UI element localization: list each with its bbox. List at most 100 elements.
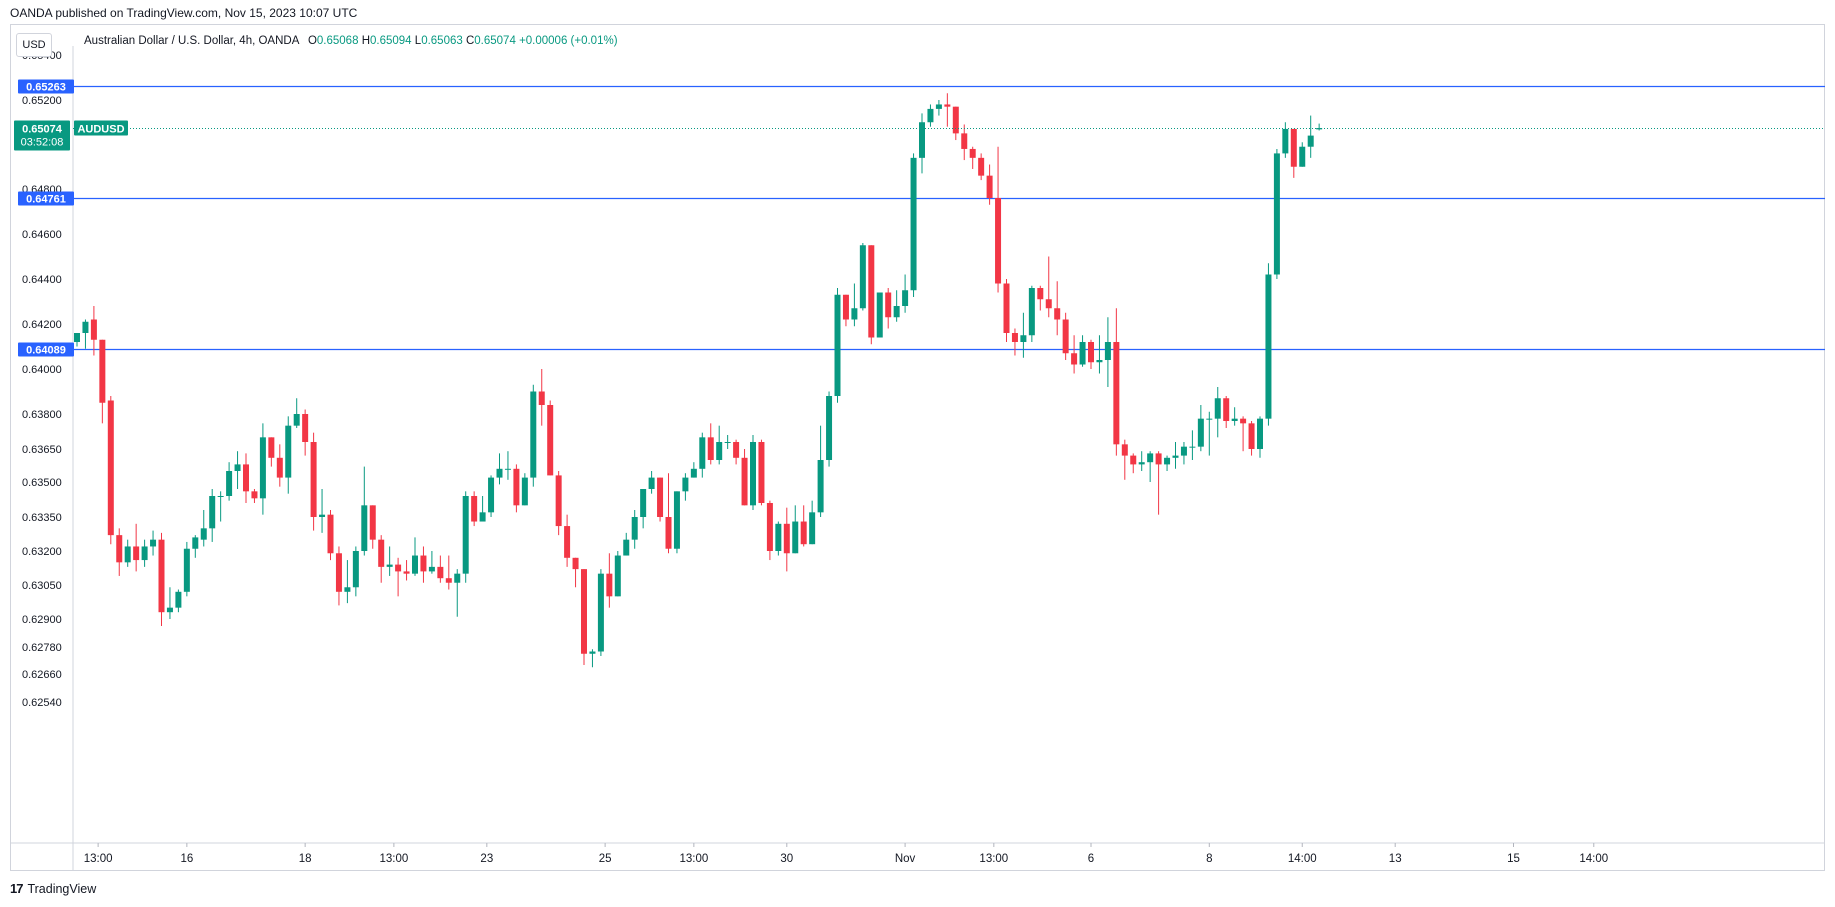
time-tick-label: 23	[480, 853, 493, 865]
open-label: O	[307, 35, 317, 47]
candle-body	[310, 442, 317, 517]
time-tick-label: 8	[1206, 853, 1212, 865]
candle	[1011, 328, 1018, 356]
candle-body	[496, 468, 503, 478]
candle	[386, 546, 393, 576]
candle	[1240, 416, 1247, 452]
candle	[868, 245, 875, 345]
candle	[496, 453, 503, 485]
candle-body	[927, 108, 934, 123]
candle-body	[876, 292, 883, 338]
time-tick-label: 18	[299, 853, 312, 865]
candle	[175, 589, 182, 613]
candle-body	[902, 290, 909, 306]
candle	[750, 435, 756, 510]
time-tick-label: 25	[599, 853, 612, 865]
candle	[851, 283, 858, 327]
candle-body	[234, 464, 241, 471]
candle-body	[826, 396, 833, 460]
candle-body	[1299, 146, 1306, 167]
candle	[775, 521, 782, 556]
candle	[133, 523, 140, 572]
candle-body	[741, 457, 748, 506]
time-tick-label: 15	[1507, 853, 1520, 865]
candle-body	[107, 400, 114, 536]
horizontal-line-price-badge	[18, 191, 74, 206]
horizontal-line-price-label: 0.64761	[26, 194, 66, 206]
candle-body	[454, 573, 461, 583]
candle	[623, 532, 630, 556]
candle	[150, 530, 157, 556]
candle	[766, 500, 773, 561]
candle-body	[1037, 288, 1044, 300]
close-value: 0.65074	[474, 35, 516, 47]
price-tick-label: 0.63050	[22, 580, 62, 592]
candle-body	[1155, 453, 1162, 465]
candle-body	[1088, 342, 1094, 363]
currency-button[interactable]: USD	[16, 33, 52, 57]
candle-body	[82, 321, 89, 333]
candle	[471, 491, 478, 527]
candle	[1189, 430, 1196, 460]
candle	[378, 535, 385, 583]
candle	[969, 146, 976, 169]
candle-body	[1121, 444, 1128, 456]
time-axis[interactable]: 13:00 16 18 13:00 23 25 13:00 30 Nov 13:00 6 8 14:00…	[84, 843, 1608, 865]
candle	[1197, 405, 1204, 452]
price-tick-label: 0.65200	[22, 95, 62, 107]
candle	[978, 153, 985, 181]
candle	[310, 432, 317, 531]
high-value: 0.65094	[370, 35, 412, 47]
candle-body	[217, 496, 224, 497]
candle	[792, 505, 799, 554]
candle-body	[1147, 453, 1154, 463]
candle-body	[352, 551, 359, 588]
candle	[1037, 285, 1044, 311]
candle-body	[589, 651, 596, 654]
candle	[412, 537, 418, 576]
candle-body	[893, 306, 900, 318]
candle-body	[1054, 308, 1061, 320]
candle-body	[631, 517, 638, 540]
candle	[124, 539, 131, 567]
candle-body	[479, 512, 486, 522]
candle	[99, 339, 106, 424]
candle	[707, 423, 714, 465]
horizontal-lines[interactable]: 0.65263 0.64761 0.64089	[18, 79, 1825, 357]
candle-body	[1011, 333, 1018, 342]
time-tick-label: 16	[180, 853, 193, 865]
candle-body	[1138, 462, 1145, 465]
time-tick-label: 13:00	[84, 853, 113, 865]
candle	[597, 569, 604, 656]
horizontal-line-price-label: 0.64089	[26, 345, 66, 357]
candle-body	[395, 564, 402, 572]
candle	[555, 471, 562, 536]
candle-body	[733, 442, 740, 458]
candle-body	[564, 526, 571, 558]
candle-body	[243, 464, 249, 492]
candle-body	[961, 133, 968, 149]
candle	[885, 288, 892, 329]
candle	[1003, 279, 1010, 342]
candle	[1299, 142, 1306, 167]
horizontal-line-price-badge	[18, 79, 74, 94]
candle-body	[386, 564, 393, 567]
candle-body	[1020, 335, 1027, 342]
candle-body	[1180, 446, 1187, 456]
candle-body	[673, 491, 680, 549]
candle-body	[944, 104, 951, 107]
candle-body	[935, 104, 942, 109]
candle-body	[344, 587, 351, 592]
candle	[614, 551, 621, 597]
candle-body	[327, 514, 334, 554]
horizontal-line-price-badge	[18, 342, 74, 357]
candle-body	[1028, 288, 1035, 336]
candle	[454, 569, 461, 617]
candle	[335, 546, 342, 606]
tradingview-branding[interactable]: 17 TradingView	[10, 881, 96, 896]
price-tick-label: 0.63500	[22, 477, 62, 489]
candle-body	[1164, 457, 1171, 465]
candle-body	[369, 505, 376, 540]
candle	[158, 532, 165, 626]
